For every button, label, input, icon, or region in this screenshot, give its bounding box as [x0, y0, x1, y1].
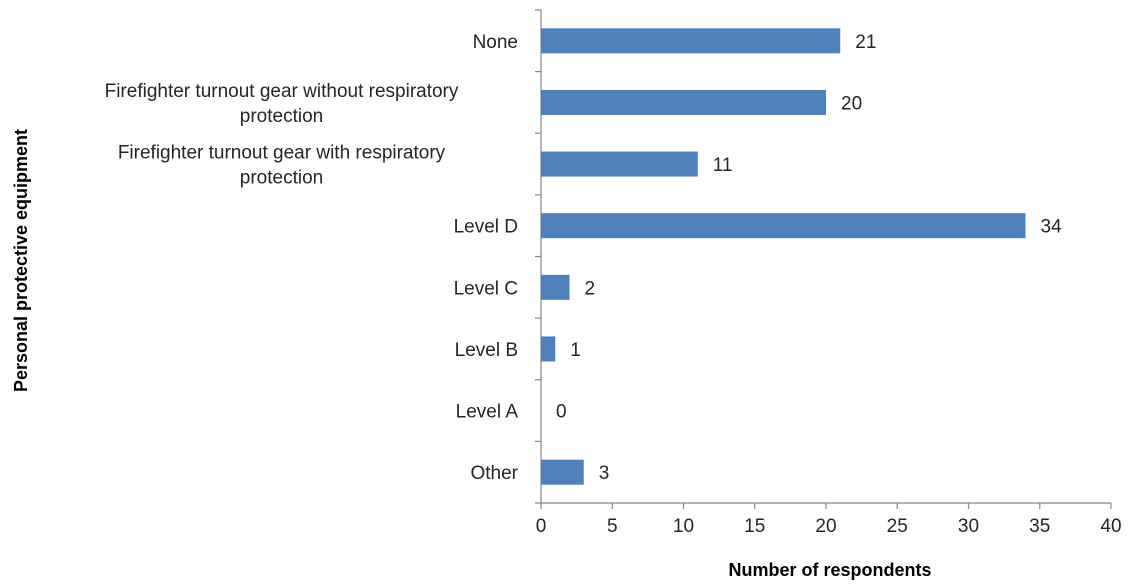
bar [541, 459, 584, 485]
bar [541, 28, 841, 54]
x-tick-label: 25 [887, 516, 908, 537]
category-label: Level B [455, 340, 518, 361]
x-tick-label: 40 [1100, 516, 1121, 537]
x-tick-label: 10 [673, 516, 694, 537]
data-label: 0 [556, 402, 567, 423]
data-label: 3 [599, 463, 610, 484]
bar [541, 274, 570, 300]
data-label: 20 [841, 93, 862, 114]
data-label: 34 [1041, 217, 1063, 238]
category-label: Level D [454, 217, 518, 238]
category-label: None [473, 32, 518, 53]
y-axis-title: Personal protective equipment [11, 129, 31, 392]
category-label: Level A [456, 402, 519, 423]
category-label: Firefighter turnout gear with respirator… [118, 143, 446, 189]
data-label: 11 [713, 155, 733, 176]
x-tick-label: 20 [815, 516, 836, 537]
x-tick-label: 30 [958, 516, 979, 537]
category-label: Firefighter turnout gear without respira… [105, 81, 459, 127]
category-label: Other [470, 463, 518, 484]
data-label: 21 [855, 32, 876, 53]
bar [541, 336, 556, 362]
chart-bars [541, 28, 1026, 485]
bar [541, 151, 698, 177]
chart-axes: 0 5 10 15 20 25 30 35 40 [535, 9, 1122, 537]
bar [541, 213, 1026, 239]
bar [541, 89, 826, 115]
x-tick-label: 15 [744, 516, 765, 537]
x-tick-label: 0 [536, 516, 547, 537]
x-tick-label: 35 [1029, 516, 1050, 537]
data-label: 1 [570, 340, 581, 361]
data-label: 2 [585, 278, 596, 299]
x-axis-title: Number of respondents [728, 560, 931, 580]
category-label: Level C [454, 278, 518, 299]
x-tick-label: 5 [607, 516, 618, 537]
